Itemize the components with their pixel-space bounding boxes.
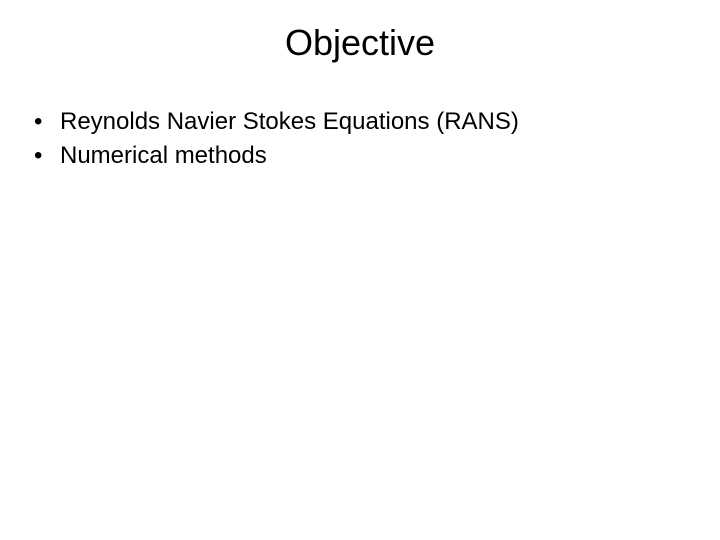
slide: Objective Reynolds Navier Stokes Equatio… bbox=[0, 0, 720, 540]
slide-title: Objective bbox=[0, 22, 720, 64]
list-item: Reynolds Navier Stokes Equations (RANS) bbox=[34, 106, 720, 138]
list-item: Numerical methods bbox=[34, 140, 720, 172]
bullet-list: Reynolds Navier Stokes Equations (RANS) … bbox=[0, 106, 720, 173]
